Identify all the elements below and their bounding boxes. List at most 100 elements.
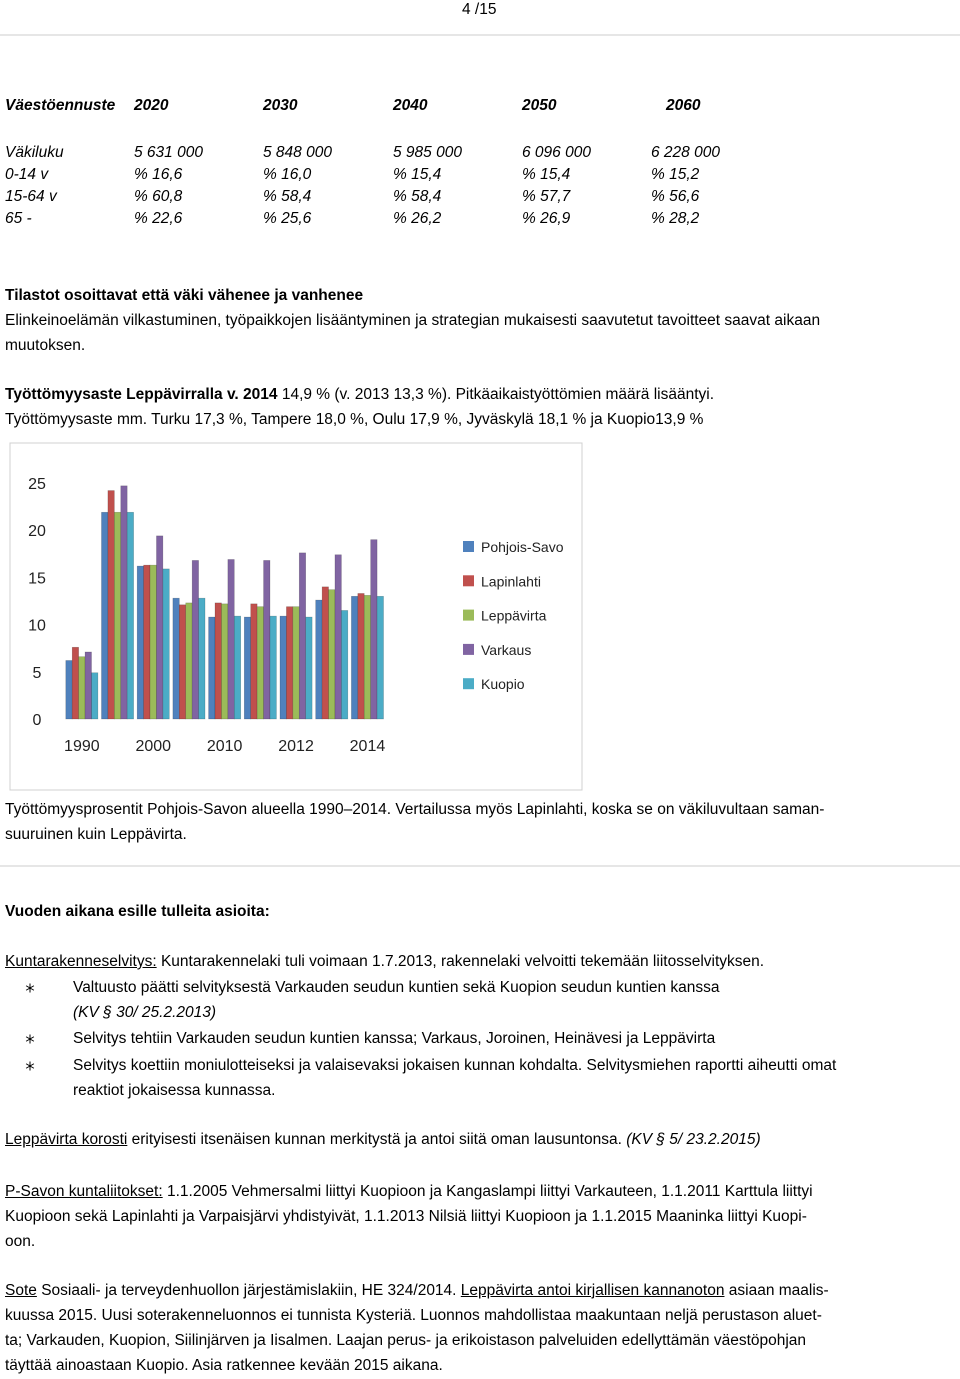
table-cell: 5 631 000 bbox=[134, 144, 203, 161]
table-cell: % 58,4 bbox=[393, 188, 442, 205]
text: Kuntarakennelaki tuli voimaan 1.7.2013, … bbox=[156, 953, 765, 970]
page-number: 4 /15 bbox=[462, 1, 497, 18]
table-cell: 65 - bbox=[5, 210, 32, 227]
bar bbox=[114, 511, 122, 720]
table-cell: % 60,8 bbox=[134, 188, 183, 205]
text: muutoksen. bbox=[5, 337, 86, 354]
legend-swatch bbox=[463, 541, 474, 552]
text: 14,9 % (v. 2013 13,3 %). Pitkäaikaistyöt… bbox=[277, 386, 715, 403]
table-cell: % 16,6 bbox=[134, 166, 183, 183]
bar bbox=[315, 599, 323, 720]
label: Sote bbox=[5, 1282, 37, 1299]
table-cell: % 22,6 bbox=[134, 210, 183, 227]
bar bbox=[269, 615, 277, 720]
table-cell: 2030 bbox=[263, 97, 298, 114]
label: Kuntarakenneselvitys: bbox=[5, 953, 157, 970]
text: Sosiaali- ja terveydenhuollon järjestämi… bbox=[36, 1282, 461, 1299]
y-tick-label: 20 bbox=[28, 523, 46, 540]
text: kuussa 2015. Uusi soterakenneluonnos ei … bbox=[5, 1307, 822, 1324]
ref: (KV § 5/ 23.2.2015) bbox=[626, 1131, 761, 1148]
bar bbox=[143, 564, 151, 720]
bar bbox=[370, 539, 378, 720]
table-cell: % 56,6 bbox=[651, 188, 700, 205]
table-cell: % 26,2 bbox=[393, 210, 442, 227]
legend-swatch bbox=[463, 678, 474, 690]
legend-swatch bbox=[463, 575, 474, 587]
caption: Työttömyysprosentit Pohjois-Savon alueel… bbox=[5, 801, 825, 818]
table-cell: 2020 bbox=[134, 97, 169, 114]
table-cell: % 25,6 bbox=[263, 210, 312, 227]
bar bbox=[149, 564, 157, 720]
bar bbox=[292, 606, 300, 720]
text: Elinkeinoelämän vilkastuminen, työpaikko… bbox=[5, 312, 821, 329]
bar bbox=[136, 565, 144, 720]
bar bbox=[250, 603, 258, 720]
bar bbox=[185, 602, 193, 720]
y-tick-label: 15 bbox=[28, 570, 46, 587]
table-cell: % 15,4 bbox=[393, 166, 442, 183]
bar bbox=[227, 559, 235, 720]
heading: Vuoden aikana esille tulleita asioita: bbox=[5, 903, 270, 920]
text: 1.1.2005 Vehmersalmi liittyi Kuopioon ja… bbox=[162, 1183, 813, 1200]
bullet-text: Valtuusto päätti selvityksestä Varkauden… bbox=[73, 979, 720, 996]
label: Leppävirta korosti bbox=[5, 1131, 128, 1148]
bar bbox=[243, 616, 252, 720]
table-cell: 2050 bbox=[522, 97, 557, 114]
bar bbox=[214, 602, 222, 720]
bullet-mark bbox=[25, 1063, 35, 1069]
table-cell: 6 228 000 bbox=[651, 144, 720, 161]
bar bbox=[263, 560, 271, 720]
bar bbox=[233, 615, 242, 720]
bullet-text: reaktiot jokaisessa kunnassa. bbox=[73, 1082, 276, 1099]
caption: suuruinen kuin Leppävirta. bbox=[5, 826, 187, 843]
text: oon. bbox=[5, 1233, 36, 1250]
table-cell: 0-14 v bbox=[5, 166, 49, 183]
bar bbox=[221, 603, 229, 720]
bar bbox=[334, 554, 342, 720]
legend-label: Lapinlahti bbox=[481, 573, 541, 589]
y-tick-label: 10 bbox=[28, 618, 46, 635]
bar bbox=[256, 606, 264, 720]
bullet-text: Selvitys koettiin moniulotteiseksi ja va… bbox=[73, 1057, 837, 1074]
bar bbox=[78, 656, 86, 720]
table-cell: % 15,4 bbox=[522, 166, 571, 183]
bar bbox=[91, 672, 99, 720]
bullet-mark bbox=[25, 985, 35, 991]
bar bbox=[156, 535, 164, 720]
bar bbox=[341, 610, 349, 720]
x-tick-label: 2012 bbox=[278, 738, 314, 755]
bar bbox=[357, 593, 365, 720]
link-text: Leppävirta antoi kirjallisen kannanoton bbox=[460, 1282, 725, 1299]
table-cell: % 57,7 bbox=[522, 188, 571, 205]
table-cell: % 58,4 bbox=[263, 188, 312, 205]
table-cell: Väestöennuste bbox=[5, 97, 116, 114]
bar bbox=[305, 616, 313, 720]
legend-label: Pohjois-Savo bbox=[481, 539, 564, 555]
bar bbox=[120, 485, 128, 720]
legend-label: Leppävirta bbox=[481, 608, 547, 624]
table-cell: 6 096 000 bbox=[522, 144, 591, 161]
bullets bbox=[25, 983, 35, 1071]
text: Sote Sosiaali- ja terveydenhuollon järje… bbox=[5, 1281, 829, 1301]
legend-label: Varkaus bbox=[481, 642, 531, 658]
text: erityisesti itsenäisen kunnan merkitystä… bbox=[127, 1131, 627, 1148]
legend-swatch bbox=[463, 643, 474, 655]
bar bbox=[179, 604, 187, 720]
legend-label: Kuopio bbox=[481, 676, 525, 692]
table-cell: 2060 bbox=[666, 97, 701, 114]
bar bbox=[328, 589, 336, 720]
x-tick-label: 2000 bbox=[135, 738, 171, 755]
text: ta; Varkauden, Kuopion, Siilinjärven ja … bbox=[5, 1332, 807, 1349]
bar bbox=[126, 511, 134, 720]
bar bbox=[162, 568, 170, 720]
bar bbox=[279, 615, 287, 720]
y-tick-label: 0 bbox=[33, 712, 42, 729]
heading: Tilastot osoittavat että väki vähenee ja… bbox=[5, 287, 364, 304]
text: täyttää ainoastaan Kuopio. Asia ratkenne… bbox=[5, 1357, 443, 1374]
text: Työttömyysaste mm. Turku 17,3 %, Tampere… bbox=[5, 411, 704, 428]
table-cell: 15-64 v bbox=[5, 188, 57, 205]
y-tick-label: 5 bbox=[33, 665, 42, 682]
x-tick-label: 1990 bbox=[64, 738, 100, 755]
bar bbox=[286, 606, 294, 720]
legend-swatch bbox=[463, 609, 474, 621]
